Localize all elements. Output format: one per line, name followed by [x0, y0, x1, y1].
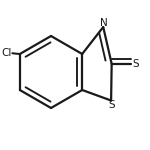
- Text: Cl: Cl: [2, 48, 12, 58]
- Text: N: N: [100, 18, 108, 28]
- Text: S: S: [109, 100, 115, 110]
- Text: S: S: [132, 59, 139, 69]
